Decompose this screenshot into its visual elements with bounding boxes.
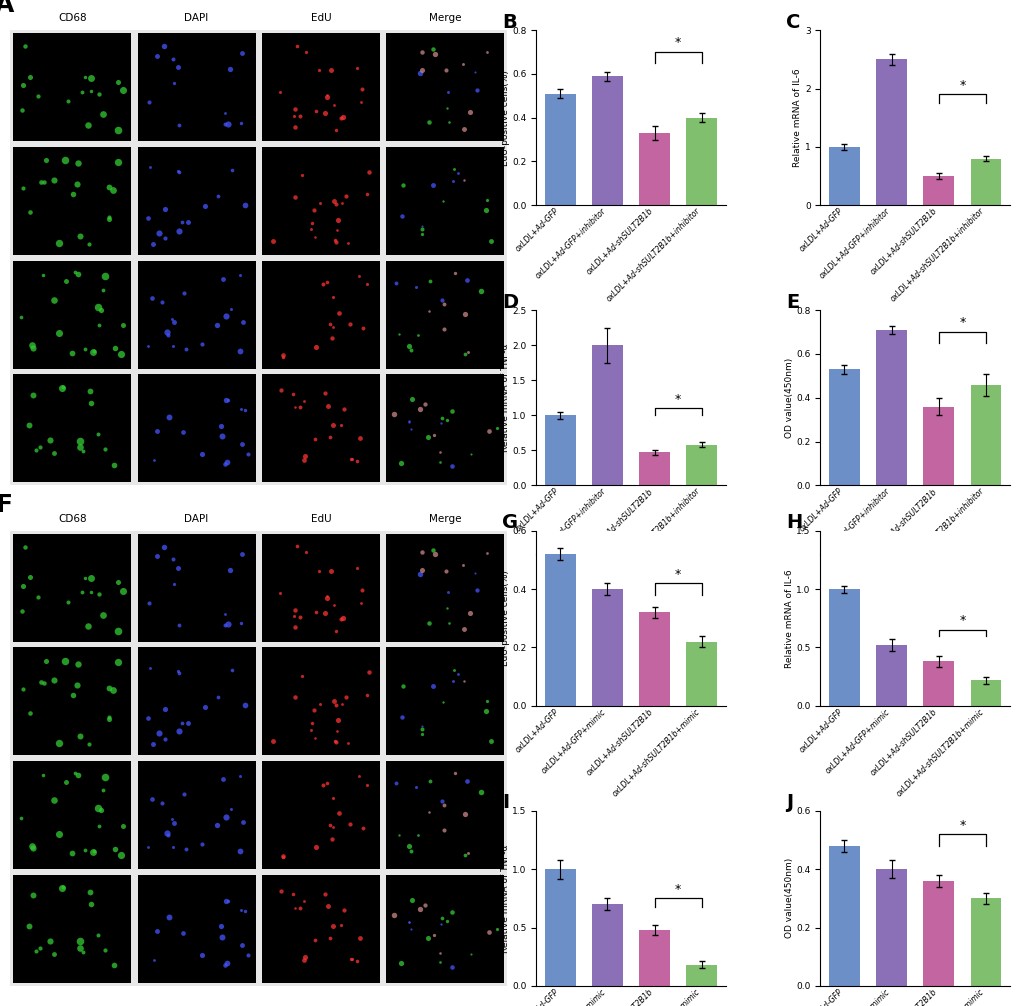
Text: CD68: CD68 [58, 514, 87, 524]
Bar [386, 374, 503, 483]
Bar [875, 330, 906, 485]
Text: *: * [675, 392, 681, 405]
Bar [592, 904, 623, 986]
Bar [592, 76, 623, 205]
Bar [386, 33, 503, 141]
Y-axis label: OD value(450nm): OD value(450nm) [784, 858, 793, 939]
Text: B: B [501, 13, 517, 31]
Y-axis label: Relative mRNA of IL-6: Relative mRNA of IL-6 [793, 68, 801, 167]
Text: *: * [675, 36, 681, 49]
Bar [922, 881, 953, 986]
Text: H: H [786, 513, 802, 532]
Bar [138, 875, 256, 983]
Bar [262, 261, 379, 368]
Bar [138, 374, 256, 483]
Y-axis label: OD value(450nm): OD value(450nm) [784, 357, 793, 438]
Bar [686, 642, 716, 706]
Bar [262, 147, 379, 255]
Text: DAPI: DAPI [184, 13, 209, 23]
Bar [639, 613, 669, 706]
Text: DAPI: DAPI [184, 514, 209, 524]
Bar [13, 533, 131, 642]
Bar [386, 147, 503, 255]
Text: G: G [501, 513, 518, 532]
Bar [386, 762, 503, 869]
Text: *: * [958, 78, 964, 92]
Bar [686, 118, 716, 205]
Bar [970, 680, 1001, 706]
Bar [386, 533, 503, 642]
Bar [138, 147, 256, 255]
Bar [544, 554, 575, 706]
Bar [386, 875, 503, 983]
Bar [686, 445, 716, 485]
Bar [970, 159, 1001, 205]
Bar [592, 345, 623, 485]
Bar [970, 898, 1001, 986]
Bar [922, 176, 953, 205]
Text: EdU: EdU [310, 514, 331, 524]
Bar [13, 648, 131, 756]
Y-axis label: Relative mRNA of TNF-α: Relative mRNA of TNF-α [500, 844, 510, 953]
Bar [828, 147, 859, 205]
Bar [828, 590, 859, 706]
Bar [138, 533, 256, 642]
Bar [922, 406, 953, 485]
Y-axis label: Relative mRNA of IL-6: Relative mRNA of IL-6 [784, 569, 793, 668]
Y-axis label: EdU-positive cells(%): EdU-positive cells(%) [500, 69, 510, 166]
Bar [138, 648, 256, 756]
Bar [13, 374, 131, 483]
Bar [639, 930, 669, 986]
Text: *: * [675, 882, 681, 895]
Bar [138, 261, 256, 368]
Bar [639, 453, 669, 485]
Text: *: * [958, 615, 964, 628]
Text: A: A [0, 0, 14, 16]
Bar [13, 33, 131, 141]
Bar [386, 261, 503, 368]
Bar [262, 374, 379, 483]
Text: C: C [786, 13, 800, 31]
Bar [262, 33, 379, 141]
Bar [262, 875, 379, 983]
Text: CD68: CD68 [58, 13, 87, 23]
Bar [875, 59, 906, 205]
Text: *: * [958, 819, 964, 832]
Text: EdU: EdU [310, 13, 331, 23]
Bar [544, 94, 575, 205]
Bar [386, 648, 503, 756]
Bar [828, 369, 859, 485]
Y-axis label: EdU-positive cells(%): EdU-positive cells(%) [500, 570, 510, 666]
Bar [828, 846, 859, 986]
Bar [875, 869, 906, 986]
Bar [922, 662, 953, 706]
Bar [262, 762, 379, 869]
Text: E: E [786, 293, 799, 312]
Text: I: I [501, 794, 508, 812]
Bar [686, 965, 716, 986]
Bar [13, 875, 131, 983]
Text: J: J [786, 794, 793, 812]
Text: Merge: Merge [428, 13, 461, 23]
Bar [13, 762, 131, 869]
Bar [262, 648, 379, 756]
Bar [13, 147, 131, 255]
Text: *: * [675, 567, 681, 580]
Text: D: D [501, 293, 518, 312]
Bar [639, 133, 669, 205]
Bar [13, 261, 131, 368]
Bar [138, 762, 256, 869]
Bar [138, 33, 256, 141]
Text: *: * [958, 317, 964, 330]
Bar [970, 384, 1001, 485]
Bar [592, 590, 623, 706]
Bar [544, 415, 575, 485]
Text: F: F [0, 493, 12, 517]
Y-axis label: Relative mRNA of TNF-α: Relative mRNA of TNF-α [500, 343, 510, 452]
Bar [544, 869, 575, 986]
Bar [262, 533, 379, 642]
Bar [875, 645, 906, 706]
Text: Merge: Merge [428, 514, 461, 524]
